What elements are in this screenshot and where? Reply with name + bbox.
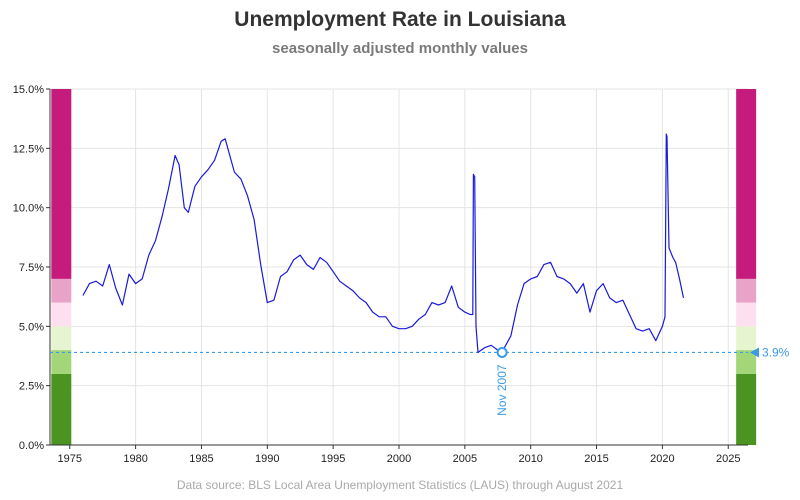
x-tick-label: 1990 (255, 453, 279, 465)
right-color-band (736, 326, 757, 351)
left-color-band (51, 350, 72, 374)
y-tick-label: 10.0% (13, 203, 44, 215)
reference-layer: 3.9% (50, 345, 790, 359)
color-bands (51, 89, 757, 445)
x-tick-label: 2025 (716, 453, 740, 465)
x-tick-label: 2015 (584, 453, 608, 465)
right-color-band (736, 278, 757, 303)
x-tick-label: 2020 (650, 453, 674, 465)
grid-lines (50, 88, 748, 446)
chart-title: Unemployment Rate in Louisiana (234, 8, 566, 31)
y-tick-label: 0.0% (19, 440, 44, 452)
x-tick-label: 2010 (518, 453, 542, 465)
axes: 0.0% 2.5% 5.0% 7.5% 10.0% 12.5% 15.0% 1975 1980 1… (13, 84, 748, 465)
x-tick-label: 1995 (321, 453, 345, 465)
left-color-band (51, 278, 72, 303)
y-tick-label: 7.5% (19, 262, 44, 274)
left-color-band (51, 302, 72, 327)
x-tick-label: 1985 (189, 453, 213, 465)
right-color-band (736, 89, 757, 279)
chart-subtitle: seasonally adjusted monthly values (272, 40, 528, 57)
left-color-band (51, 373, 72, 445)
x-tick-label: 1980 (123, 453, 147, 465)
x-tick-label: 1975 (58, 453, 82, 465)
y-tick-label: 2.5% (19, 381, 44, 393)
series-layer (82, 133, 685, 353)
marker-layer: Nov 2007 (495, 346, 509, 416)
y-tick-label: 12.5% (13, 143, 44, 155)
reference-arrow-icon (750, 347, 759, 358)
x-tick-label: 2000 (387, 453, 411, 465)
left-color-band (51, 326, 72, 351)
right-color-band (736, 373, 757, 445)
y-tick-label: 15.0% (13, 84, 44, 96)
marker-label: Nov 2007 (495, 364, 509, 416)
right-color-band (736, 350, 757, 374)
reference-label: 3.9% (762, 345, 790, 359)
left-color-band (51, 89, 72, 279)
data-source-note: Data source: BLS Local Area Unemployment… (176, 478, 624, 492)
x-tick-label: 2005 (453, 453, 477, 465)
right-color-band (736, 302, 757, 327)
y-tick-label: 5.0% (19, 321, 44, 333)
series-line (82, 133, 685, 353)
min-marker (496, 346, 508, 358)
